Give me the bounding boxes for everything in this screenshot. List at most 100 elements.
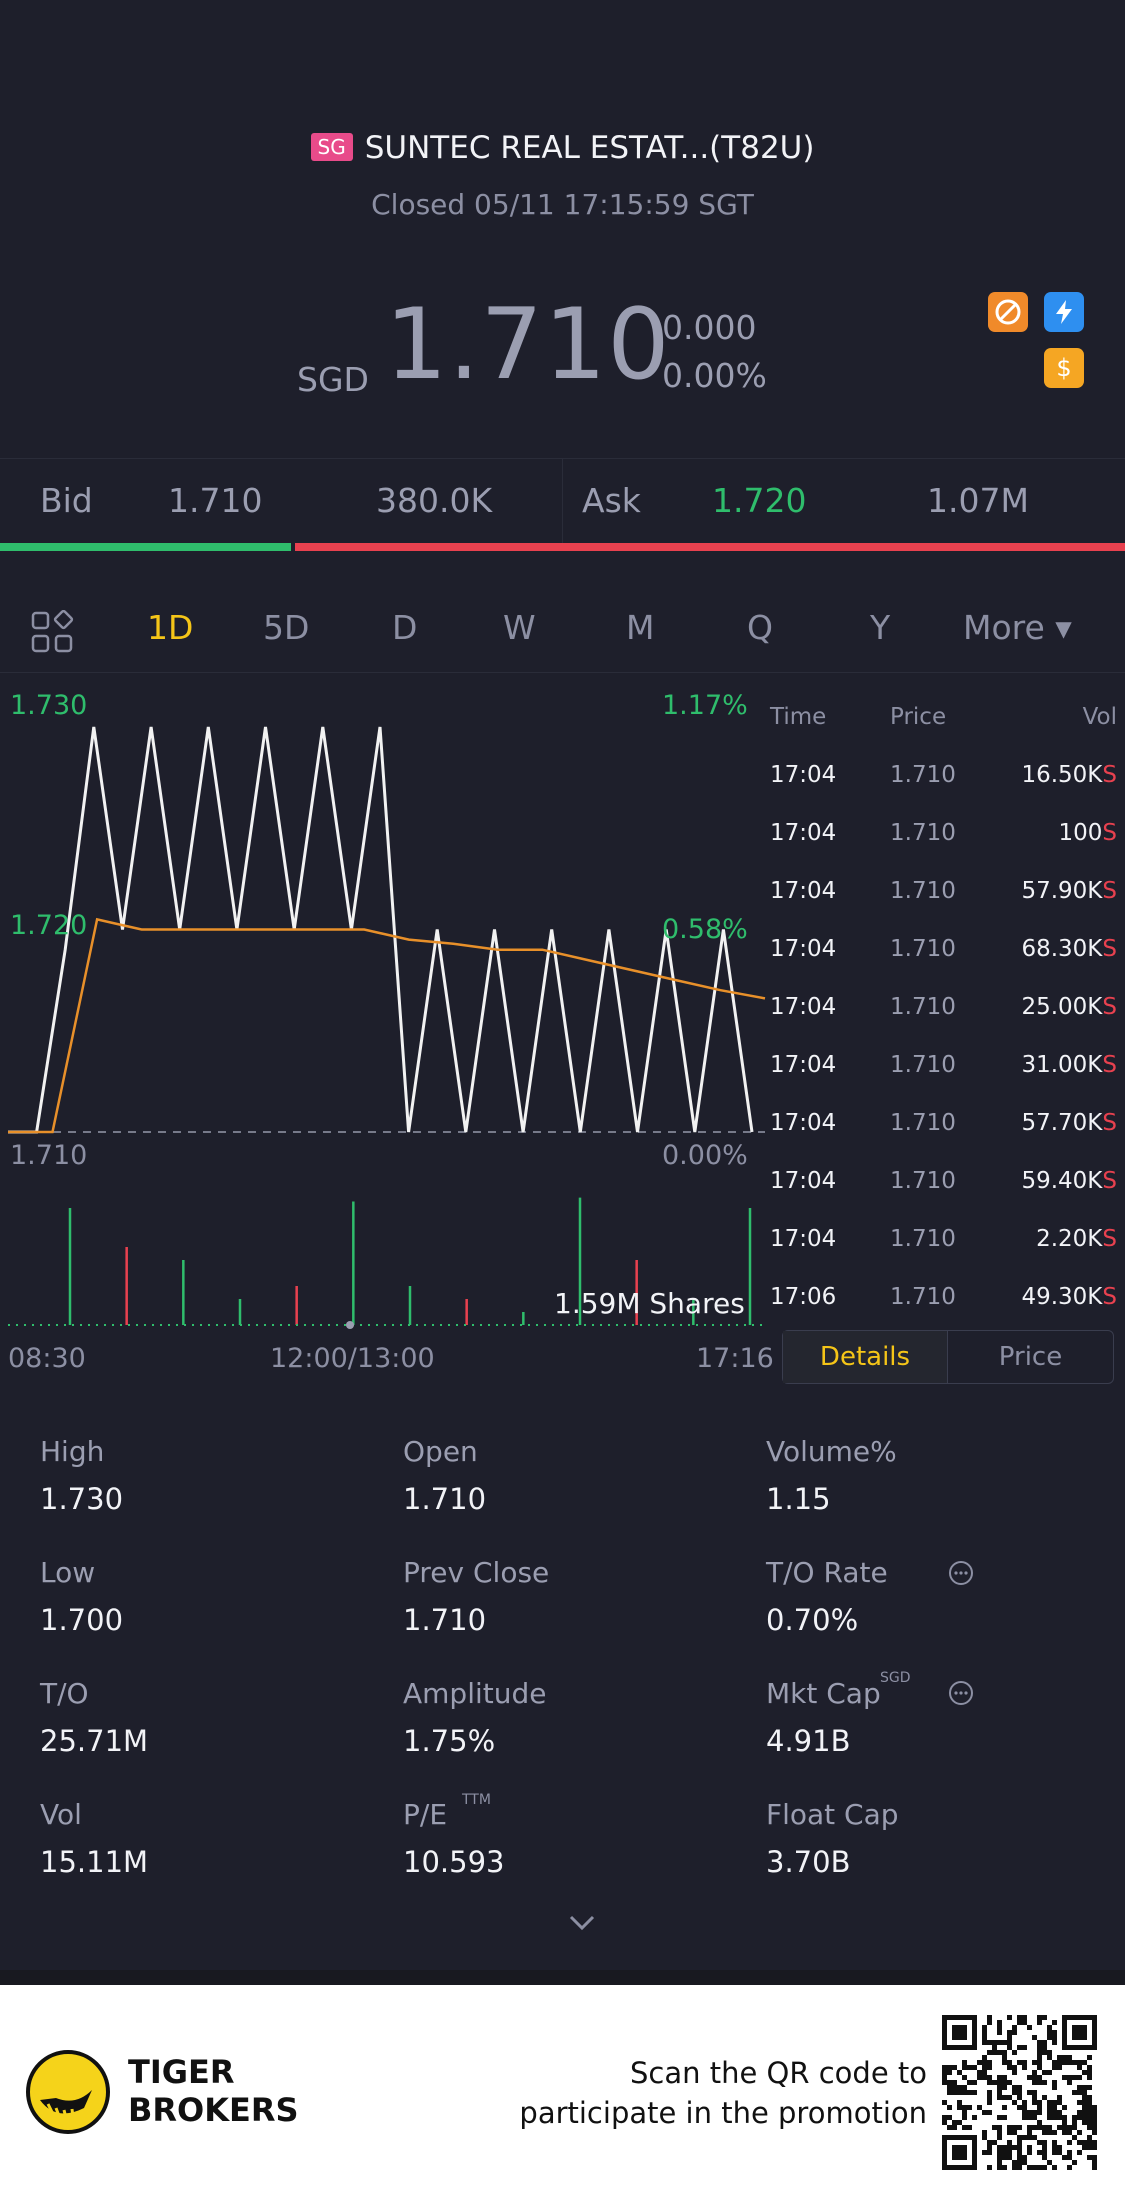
stat-value: 1.15 bbox=[766, 1482, 831, 1516]
stat-label: Low bbox=[40, 1556, 96, 1589]
lightning-icon[interactable] bbox=[1044, 292, 1084, 332]
trade-vol: 31.00KS bbox=[1021, 1052, 1117, 1078]
stat-value: 1.700 bbox=[40, 1603, 124, 1637]
stat-label: Amplitude bbox=[403, 1677, 547, 1710]
stat-t-o-rate: T/O Rate 0.70% bbox=[766, 1556, 1086, 1637]
brand-line-1: TIGER bbox=[128, 2053, 235, 2091]
trade-ticker: Time Price Vol 17:04 1.710 16.50KS 17:04 1.7… bbox=[770, 704, 1125, 1324]
details-tab[interactable]: Details bbox=[783, 1331, 948, 1383]
trade-price: 1.710 bbox=[890, 994, 956, 1020]
pct-label-mid: 0.58% bbox=[662, 914, 748, 945]
details-price-toggle: Details Price bbox=[782, 1330, 1114, 1384]
trade-price: 1.710 bbox=[890, 1110, 956, 1136]
trade-side: S bbox=[1102, 762, 1117, 788]
y-label-top: 1.730 bbox=[10, 690, 88, 721]
trade-side: S bbox=[1102, 1226, 1117, 1252]
stat-label: Float Cap bbox=[766, 1798, 899, 1831]
trade-side: S bbox=[1102, 820, 1117, 846]
bid-ask-row: Bid 1.710 380.0K Ask 1.720 1.07M bbox=[0, 458, 1125, 545]
stat-low: Low 1.700 bbox=[40, 1556, 360, 1637]
y-label-bot: 1.710 bbox=[10, 1140, 88, 1171]
intraday-chart[interactable] bbox=[0, 680, 770, 1340]
tab-1d[interactable]: 1D bbox=[147, 608, 194, 647]
trade-price: 1.710 bbox=[890, 878, 956, 904]
trade-vol-value: 59.40K bbox=[1021, 1168, 1103, 1194]
trade-price: 1.710 bbox=[890, 762, 956, 788]
stat-label: Vol bbox=[40, 1798, 82, 1831]
to-rate-info-icon[interactable] bbox=[948, 1560, 974, 1590]
market-badge: SG bbox=[310, 133, 353, 161]
ask-size: 1.07M bbox=[927, 481, 1029, 520]
stat-value: 0.70% bbox=[766, 1603, 859, 1637]
trade-time: 17:04 bbox=[770, 878, 837, 904]
bid-ratio-bar bbox=[0, 543, 291, 551]
trade-vol-value: 68.30K bbox=[1021, 936, 1103, 962]
last-price: 1.710 bbox=[385, 288, 671, 402]
stat-value: 15.11M bbox=[40, 1845, 149, 1879]
dollar-icon[interactable]: $ bbox=[1044, 348, 1084, 388]
stat-label: T/O Rate bbox=[766, 1556, 888, 1589]
tab-w[interactable]: W bbox=[503, 608, 536, 647]
stat-open: Open 1.710 bbox=[403, 1435, 723, 1516]
tab-more[interactable]: More ▾ bbox=[963, 608, 1072, 647]
bid-label: Bid bbox=[40, 481, 93, 520]
stat-vol: Vol 15.11M bbox=[40, 1798, 360, 1879]
trade-vol-value: 31.00K bbox=[1021, 1052, 1103, 1078]
trade-time: 17:04 bbox=[770, 762, 837, 788]
stat-label: T/O bbox=[40, 1677, 89, 1710]
stat-value: 1.710 bbox=[403, 1482, 487, 1516]
trade-vol: 57.90KS bbox=[1021, 878, 1117, 904]
tab-q[interactable]: Q bbox=[747, 608, 773, 647]
trade-vol: 59.40KS bbox=[1021, 1168, 1117, 1194]
promo-line-1: Scan the QR code to bbox=[630, 2056, 927, 2090]
price-change: 0.000 bbox=[662, 308, 757, 347]
expand-chevron-icon[interactable] bbox=[565, 1912, 599, 1938]
layout-grid-icon[interactable] bbox=[30, 609, 74, 658]
trade-vol: 25.00KS bbox=[1021, 994, 1117, 1020]
price-tab[interactable]: Price bbox=[998, 1342, 1063, 1372]
price-line bbox=[8, 726, 754, 1134]
trade-vol-value: 57.90K bbox=[1021, 878, 1103, 904]
trade-side: S bbox=[1102, 1052, 1117, 1078]
trade-time: 17:04 bbox=[770, 936, 837, 962]
stat-prev-close: Prev Close 1.710 bbox=[403, 1556, 723, 1637]
trade-side: S bbox=[1102, 994, 1117, 1020]
trade-price: 1.710 bbox=[890, 1284, 956, 1310]
bid-price: 1.710 bbox=[168, 481, 263, 520]
trade-vol-value: 25.00K bbox=[1021, 994, 1103, 1020]
trade-vol: 16.50KS bbox=[1021, 762, 1117, 788]
period-tabs: 1D 5D D W M Q Y More ▾ bbox=[0, 600, 1125, 670]
trade-vol: 57.70KS bbox=[1021, 1110, 1117, 1136]
stat-label: Prev Close bbox=[403, 1556, 550, 1589]
avg-price-line bbox=[8, 917, 766, 1134]
mkt-cap-info-icon[interactable] bbox=[948, 1680, 974, 1710]
tab-m[interactable]: M bbox=[626, 608, 655, 647]
x-label-start: 08:30 bbox=[8, 1343, 86, 1374]
stat-t-o: T/O 25.71M bbox=[40, 1677, 360, 1758]
x-label-mid: 12:00/13:00 bbox=[270, 1343, 435, 1374]
promo-footer: TIGER BROKERS Scan the QR code to partic… bbox=[0, 1985, 1125, 2197]
tab-y[interactable]: Y bbox=[870, 608, 891, 647]
trade-time: 17:04 bbox=[770, 1110, 837, 1136]
qr-code-icon bbox=[942, 2015, 1097, 2170]
currency-label: SGD bbox=[297, 360, 369, 399]
trade-vol-value: 16.50K bbox=[1021, 762, 1103, 788]
trade-price: 1.710 bbox=[890, 1226, 956, 1252]
stat-p-e: P/E 10.593 bbox=[403, 1798, 723, 1879]
stat-mkt-cap: Mkt Cap 4.91B bbox=[766, 1677, 1086, 1758]
stat-label: Volume% bbox=[766, 1435, 897, 1468]
stock-title: SG SUNTEC REAL ESTAT...(T82U) bbox=[0, 130, 1125, 166]
pe-ttm-sup: TTM bbox=[462, 1792, 491, 1808]
trade-row: 17:04 1.710 100S bbox=[770, 820, 1125, 860]
y-label-mid: 1.720 bbox=[10, 910, 88, 941]
trade-time: 17:04 bbox=[770, 1052, 837, 1078]
pct-label-bot: 0.00% bbox=[662, 1140, 748, 1171]
trade-vol-value: 2.20K bbox=[1036, 1226, 1103, 1252]
stat-label: High bbox=[40, 1435, 105, 1468]
tab-5d[interactable]: 5D bbox=[263, 608, 310, 647]
no-shorting-icon[interactable] bbox=[988, 292, 1028, 332]
trade-row: 17:04 1.710 31.00KS bbox=[770, 1052, 1125, 1092]
trade-vol-value: 49.30K bbox=[1021, 1284, 1103, 1310]
promo-line-2: participate in the promotion bbox=[519, 2096, 927, 2130]
tab-d[interactable]: D bbox=[392, 608, 418, 647]
